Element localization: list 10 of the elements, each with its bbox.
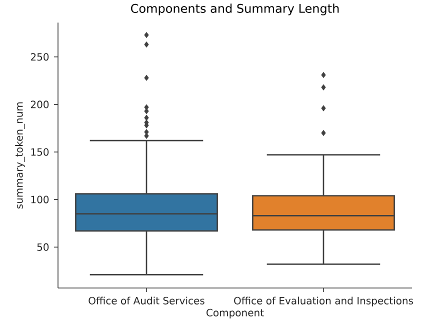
chart-title: Components and Summary Length xyxy=(131,4,339,16)
y-tick-label: 250 xyxy=(30,53,49,61)
y-axis-title: summary_token_num xyxy=(15,102,26,209)
y-tick-label: 200 xyxy=(30,100,49,108)
y-tick-label: 100 xyxy=(31,196,49,204)
y-tick-label: 50 xyxy=(37,243,49,251)
x-axis-title: Component xyxy=(206,308,264,318)
x-tick-label: Office of Evaluation and Inspections xyxy=(234,296,414,306)
y-tick-label: 150 xyxy=(31,148,49,156)
x-tick-label: Office of Audit Services xyxy=(88,296,204,304)
